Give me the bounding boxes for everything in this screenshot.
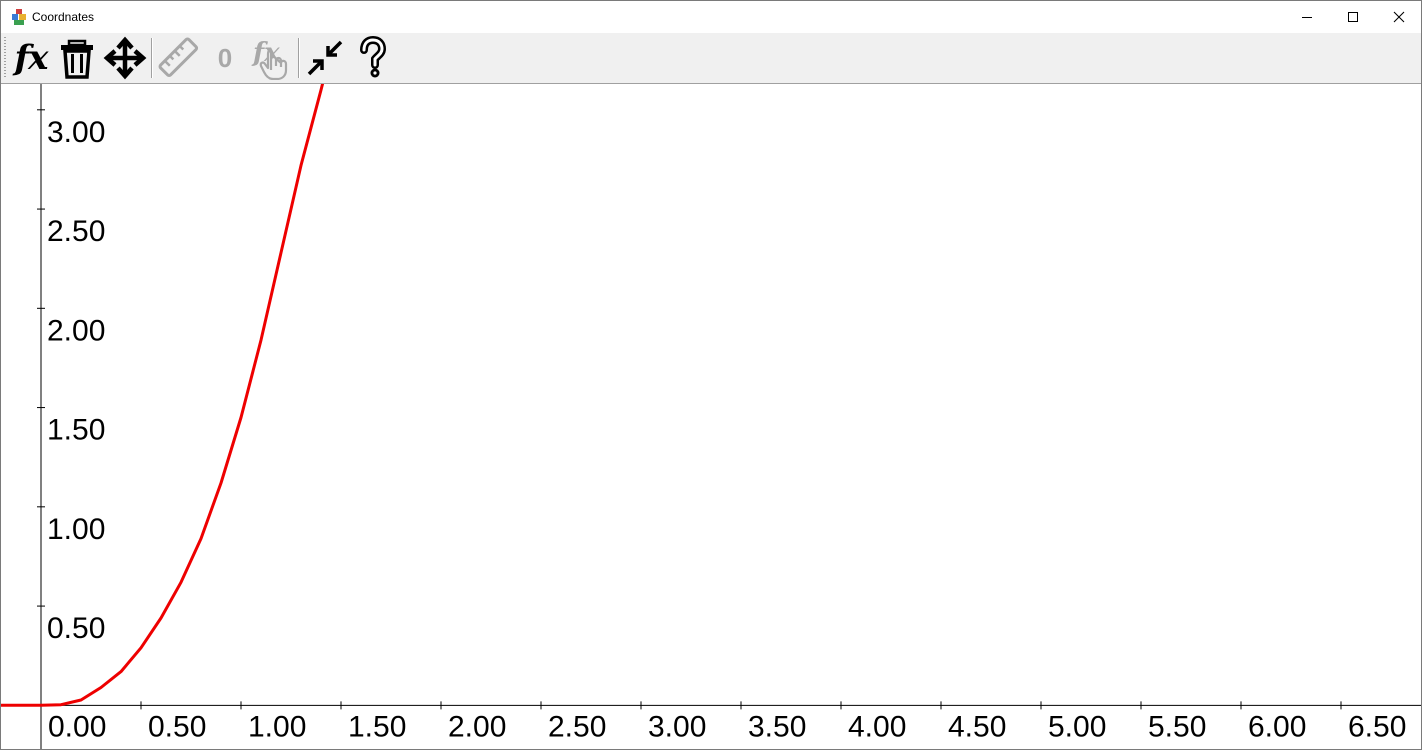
toolbar: fx	[1, 33, 1421, 84]
x-tick-label: 6.00	[1248, 710, 1306, 743]
move-arrows-icon	[103, 36, 147, 80]
trash-icon	[61, 39, 93, 79]
x-tick-label: 3.50	[748, 710, 806, 743]
help-button[interactable]	[351, 36, 395, 80]
minimize-button[interactable]	[1284, 1, 1330, 33]
pick-function-button[interactable]: fx	[249, 36, 293, 80]
window-title: Coordnates	[32, 10, 95, 24]
x-tick-label: 2.00	[448, 710, 506, 743]
x-tick-label: 6.50	[1348, 710, 1406, 743]
y-tick-label: 1.00	[47, 513, 105, 546]
maximize-button[interactable]	[1330, 1, 1376, 33]
x-tick-label: 4.00	[848, 710, 906, 743]
toolbar-grip[interactable]	[4, 37, 6, 79]
x-tick-label: 0.00	[48, 710, 106, 743]
title-bar[interactable]: Coordnates	[1, 1, 1421, 33]
y-tick-label: 0.50	[47, 612, 105, 645]
x-tick-label: 5.00	[1048, 710, 1106, 743]
question-mark-icon	[360, 36, 387, 78]
y-tick-label: 2.00	[47, 314, 105, 347]
y-tick-label: 3.00	[47, 116, 105, 149]
close-button[interactable]	[1376, 1, 1421, 33]
ruler-icon	[158, 37, 199, 78]
x-tick-label: 5.50	[1148, 710, 1206, 743]
close-icon	[1393, 11, 1405, 23]
zero-icon: 0	[217, 42, 233, 73]
shrink-arrows-icon	[307, 40, 343, 76]
x-tick-label: 2.50	[548, 710, 606, 743]
function-icon: fx	[14, 38, 49, 78]
app-icon	[12, 9, 26, 25]
measure-button[interactable]	[157, 36, 201, 80]
x-tick-label: 0.50	[148, 710, 206, 743]
plot-area[interactable]: 0.00 0.50 1.00 1.50 2.00 2.50 3.00 3.50 4.00 4.50…	[1, 34, 1421, 749]
x-tick-label: 3.00	[648, 710, 706, 743]
hand-pointer-icon	[259, 49, 288, 80]
x-tick-label: 4.50	[948, 710, 1006, 743]
function-curve	[1, 34, 337, 707]
move-button[interactable]	[103, 36, 147, 80]
x-tick-label: 1.00	[248, 710, 306, 743]
y-tick-label: 1.50	[47, 414, 105, 447]
delete-button[interactable]	[55, 36, 99, 80]
zero-button[interactable]: 0	[203, 36, 247, 80]
x-tick-label: 1.50	[348, 710, 406, 743]
y-tick-label: 2.50	[47, 215, 105, 248]
toolbar-separator	[298, 38, 300, 78]
shrink-button[interactable]	[303, 36, 347, 80]
function-button[interactable]: fx	[9, 36, 53, 80]
toolbar-separator	[151, 38, 153, 78]
minimize-icon	[1302, 17, 1312, 18]
maximize-icon	[1348, 12, 1358, 22]
graph-canvas[interactable]: 0.00 0.50 1.00 1.50 2.00 2.50 3.00 3.50 4.00 4.50…	[1, 34, 1421, 749]
